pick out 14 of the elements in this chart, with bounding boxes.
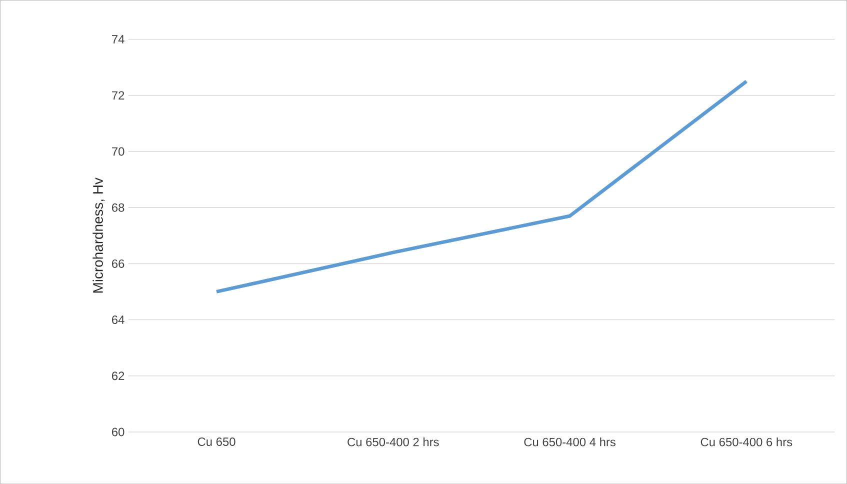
x-tick-label: Cu 650-400 4 hrs bbox=[524, 437, 616, 446]
x-tick-label: Cu 650-400 2 hrs bbox=[348, 437, 439, 446]
y-tick-label: 60 bbox=[112, 428, 124, 436]
y-axis-title: Microhardness, Hv bbox=[92, 177, 105, 292]
y-tick-label: 64 bbox=[112, 315, 124, 324]
x-tick-label: Cu 650 bbox=[198, 437, 236, 446]
line-series bbox=[214, 79, 748, 294]
y-tick-label: 74 bbox=[112, 35, 124, 44]
y-tick-label: 66 bbox=[112, 259, 124, 268]
y-tick-label: 62 bbox=[112, 372, 124, 380]
y-tick-label: 70 bbox=[112, 147, 124, 156]
y-tick-label: 72 bbox=[112, 91, 124, 100]
y-tick-label: 68 bbox=[112, 203, 124, 212]
x-tick-label: Cu 650-400 6 hrs bbox=[700, 437, 792, 446]
